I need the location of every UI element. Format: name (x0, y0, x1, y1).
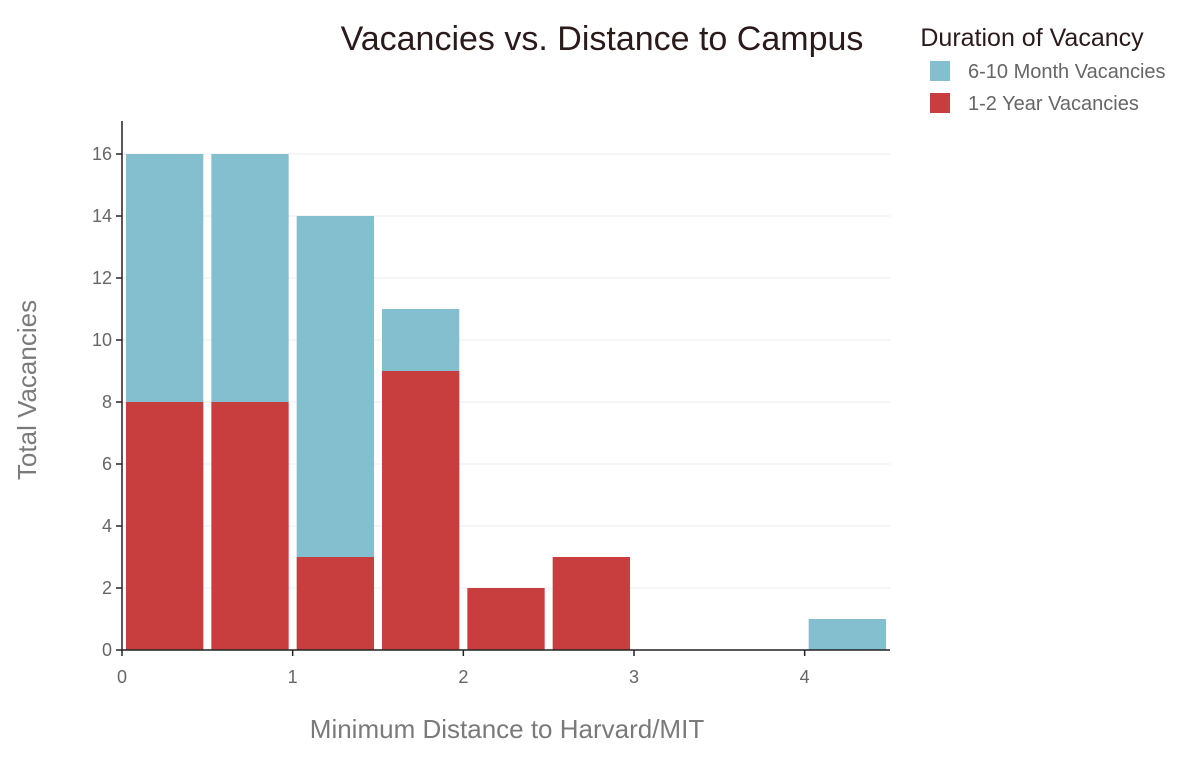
bar-long-5[interactable] (552, 557, 630, 650)
y-tick-label-14: 14 (92, 206, 112, 226)
bar-long-1[interactable] (211, 402, 289, 650)
x-tick-label-0: 0 (117, 667, 127, 687)
x-axis-label: Minimum Distance to Harvard/MIT (310, 714, 705, 744)
y-axis-label: Total Vacancies (12, 300, 42, 480)
x-tick-label-4: 4 (800, 667, 810, 687)
bar-short-3[interactable] (382, 309, 460, 371)
bar-short-0[interactable] (126, 154, 204, 402)
x-tick-label-3: 3 (629, 667, 639, 687)
bar-short-2[interactable] (296, 216, 374, 557)
y-tick-label-2: 2 (102, 578, 112, 598)
y-tick-label-10: 10 (92, 330, 112, 350)
bar-long-3[interactable] (382, 371, 460, 650)
legend-swatch-long[interactable] (930, 93, 950, 113)
legend-label-short[interactable]: 6-10 Month Vacancies (968, 61, 1166, 83)
y-tick-label-6: 6 (102, 454, 112, 474)
legend-title: Duration of Vacancy (920, 24, 1144, 52)
bars (126, 154, 886, 650)
y-tick-label-16: 16 (92, 144, 112, 164)
y-tick-label-0: 0 (102, 640, 112, 660)
bar-short-1[interactable] (211, 154, 289, 402)
chart-title: Vacancies vs. Distance to Campus (341, 20, 864, 58)
x-tick-label-1: 1 (288, 667, 298, 687)
y-tick-label-4: 4 (102, 516, 112, 536)
legend-swatch-short[interactable] (930, 61, 950, 81)
y-tick-label-12: 12 (92, 268, 112, 288)
bar-long-0[interactable] (126, 402, 204, 650)
legend: Duration of Vacancy 6-10 Month Vacancies… (920, 24, 1165, 115)
x-tick-label-2: 2 (458, 667, 468, 687)
legend-label-long[interactable]: 1-2 Year Vacancies (968, 93, 1139, 115)
bar-short-8[interactable] (808, 619, 886, 650)
bar-long-2[interactable] (296, 557, 374, 650)
bar-long-4[interactable] (467, 588, 545, 650)
y-tick-label-8: 8 (102, 392, 112, 412)
